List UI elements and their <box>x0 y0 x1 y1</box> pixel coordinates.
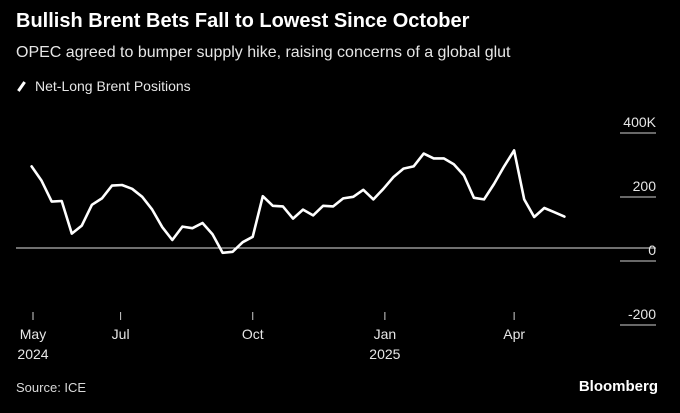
x-tick-label: Jul <box>112 326 130 342</box>
x-tick-label: Apr <box>503 326 525 342</box>
x-tick-sublabel: 2024 <box>17 346 48 362</box>
x-tick-sublabel: 2025 <box>369 346 400 362</box>
legend-label: Net-Long Brent Positions <box>35 78 191 94</box>
legend: Net-Long Brent Positions <box>16 78 191 94</box>
x-tick-label: Oct <box>242 326 264 342</box>
x-tick-label: May <box>20 326 46 342</box>
source-note: Source: ICE <box>16 380 87 395</box>
y-tick-label: 200 <box>633 178 657 194</box>
series-line-net-long-brent <box>30 149 566 255</box>
y-tick-label: -200 <box>628 306 656 322</box>
x-tick-label: Jan <box>374 326 397 342</box>
bloomberg-logo: Bloomberg <box>578 378 658 395</box>
chart-subtitle: OPEC agreed to bumper supply hike, raisi… <box>16 44 511 61</box>
chart-title: Bullish Brent Bets Fall to Lowest Since … <box>16 10 470 32</box>
y-tick-label: 0 <box>648 242 656 258</box>
y-tick-label: 400K <box>623 114 656 130</box>
